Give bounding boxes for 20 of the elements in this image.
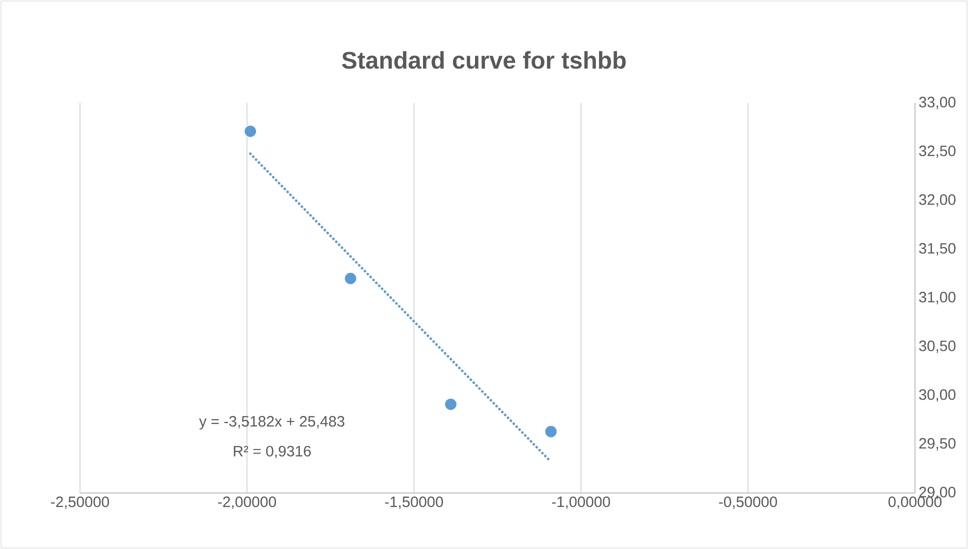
y-tick-label: 32,50 bbox=[919, 146, 956, 158]
point bbox=[544, 425, 558, 438]
annotation: y = -3,5182x + 25,483 bbox=[199, 416, 344, 430]
y-tick-label: 30,00 bbox=[919, 389, 956, 402]
y-tick-label: 32,00 bbox=[919, 194, 956, 207]
point bbox=[244, 124, 257, 138]
y-tick-label: 30,50 bbox=[919, 340, 956, 353]
x-tick-label: -1,00000 bbox=[552, 496, 610, 509]
x-tick-label: -2,50000 bbox=[51, 496, 110, 509]
x-tick-label: -2,00000 bbox=[218, 496, 276, 509]
point bbox=[444, 398, 458, 411]
y-tick-label: 29,50 bbox=[919, 438, 956, 450]
y-tick-label: 31,50 bbox=[919, 243, 956, 256]
point bbox=[344, 272, 357, 285]
chart-title: Standard curve for tshbb bbox=[342, 51, 626, 69]
annotation: R² = 0,9316 bbox=[234, 446, 311, 458]
y-tick-label: 33,00 bbox=[919, 96, 956, 110]
x-tick-label: -0,50000 bbox=[719, 496, 778, 509]
x-tick-label: -1,50000 bbox=[385, 496, 444, 509]
y-tick-label: 31,00 bbox=[919, 292, 956, 304]
